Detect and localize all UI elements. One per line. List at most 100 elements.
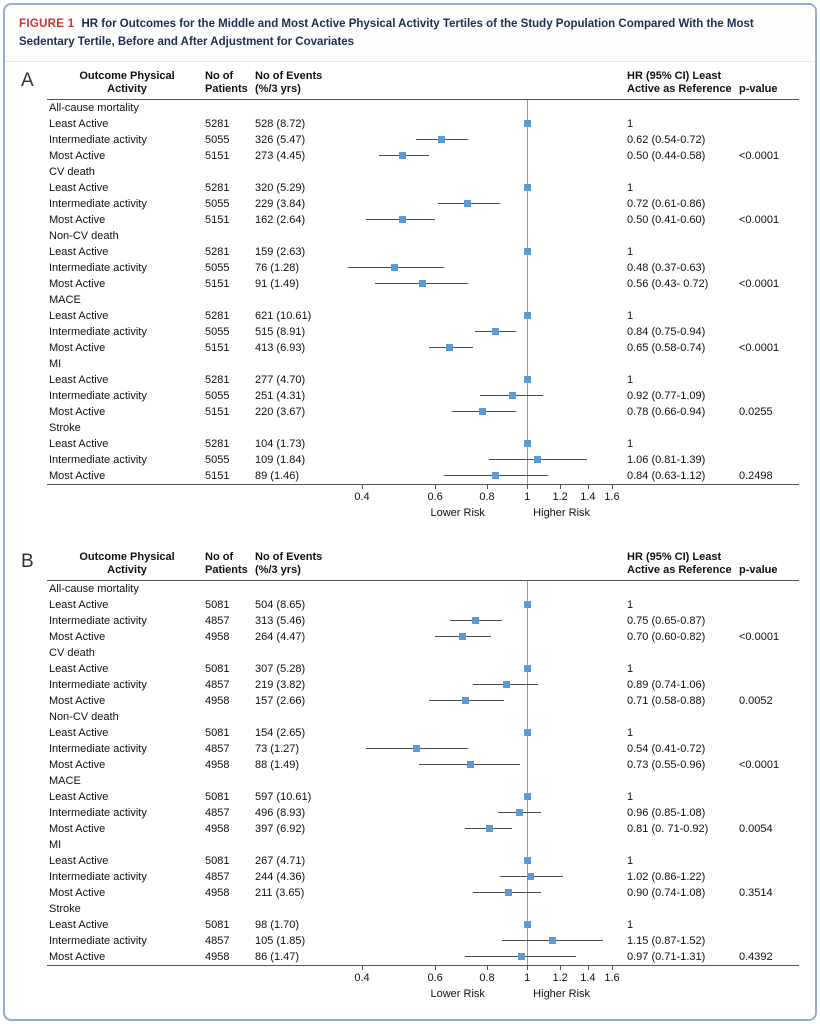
column-header-outcome: Outcome Physical Activity bbox=[47, 70, 205, 96]
hr-value: 0.78 (0.66-0.94) bbox=[627, 405, 706, 418]
forest-row: Most Active 4958 211 (3.65) 0.90 (0.74-1.08… bbox=[47, 885, 799, 901]
events-value: 413 (6.93) bbox=[255, 341, 306, 354]
forest-row: Intermediate activity 5055 76 (1.28) 0.48 (… bbox=[47, 260, 799, 276]
events-value: 157 (2.66) bbox=[255, 694, 306, 707]
hr-value: 0.90 (0.74-1.08) bbox=[627, 886, 706, 899]
forest-row: Most Active 4958 397 (6.92) 0.81 (0. 71-0.9… bbox=[47, 821, 799, 837]
forest-cell bbox=[347, 677, 627, 693]
forest-cell bbox=[347, 757, 627, 773]
forest-row: Intermediate activity 4857 73 (1.27) 0.54 (… bbox=[47, 741, 799, 757]
p-value: 0.0052 bbox=[739, 694, 773, 707]
hr-marker bbox=[471, 617, 479, 625]
header-line: p-value bbox=[739, 82, 778, 95]
patients-value: 5281 bbox=[205, 117, 230, 130]
p-value: 0.0255 bbox=[739, 405, 773, 418]
axis-tick bbox=[560, 484, 562, 489]
hr-marker bbox=[492, 328, 500, 336]
events-value: 219 (3.82) bbox=[255, 678, 306, 691]
axis-tick-label: 1.6 bbox=[604, 490, 620, 503]
events-value: 159 (2.63) bbox=[255, 245, 306, 258]
events-value: 264 (4.47) bbox=[255, 630, 306, 643]
forest-cell bbox=[347, 148, 627, 164]
header-line: Outcome Physical bbox=[79, 69, 175, 82]
hr-marker bbox=[523, 440, 531, 448]
forest-row: Least Active 5281 104 (1.73) 1 bbox=[47, 436, 799, 452]
events-value: 504 (8.65) bbox=[255, 598, 306, 611]
forest-cell bbox=[347, 741, 627, 757]
patients-value: 5055 bbox=[205, 453, 230, 466]
hr-marker bbox=[398, 216, 406, 224]
patients-value: 4958 bbox=[205, 950, 230, 963]
activity-label: Most Active bbox=[49, 213, 106, 226]
group-row: MI bbox=[47, 837, 799, 853]
forest-row: Least Active 5081 98 (1.70) 1 bbox=[47, 917, 799, 933]
hr-marker bbox=[502, 681, 510, 689]
header-line: (%/3 yrs) bbox=[255, 563, 301, 576]
hr-value: 1 bbox=[627, 181, 634, 194]
axis-tick bbox=[435, 965, 437, 970]
group-row: MACE bbox=[47, 292, 799, 308]
column-header-pat: No of Patients bbox=[205, 70, 255, 96]
hr-marker bbox=[391, 264, 399, 272]
axis-tick bbox=[487, 965, 488, 970]
events-value: 267 (4.71) bbox=[255, 854, 306, 867]
forest-row: Least Active 5081 154 (2.65) 1 bbox=[47, 725, 799, 741]
activity-label: Most Active bbox=[49, 149, 106, 162]
patients-value: 5081 bbox=[205, 598, 230, 611]
hr-marker bbox=[478, 408, 486, 416]
activity-label: Least Active bbox=[49, 245, 109, 258]
axis-tick-label: 0.6 bbox=[427, 971, 443, 984]
hr-marker bbox=[464, 200, 472, 208]
hr-value: 0.96 (0.85-1.08) bbox=[627, 806, 706, 819]
header-line: Outcome Physical bbox=[79, 550, 175, 563]
activity-label: Most Active bbox=[49, 758, 106, 771]
forest-row: Intermediate activity 4857 496 (8.93) 0.96 … bbox=[47, 805, 799, 821]
header-line: HR (95% CI) Least bbox=[627, 69, 722, 82]
forest-row: Most Active 5151 413 (6.93) 0.65 (0.58-0.74… bbox=[47, 340, 799, 356]
header-line: Activity bbox=[107, 82, 147, 95]
activity-label: Least Active bbox=[49, 726, 109, 739]
activity-label: Intermediate activity bbox=[49, 678, 147, 691]
patients-value: 4857 bbox=[205, 806, 230, 819]
header-line: Activity bbox=[107, 563, 147, 576]
hr-value: 1 bbox=[627, 309, 634, 322]
risk-labels: Lower Risk Higher Risk bbox=[47, 506, 799, 521]
activity-label: Least Active bbox=[49, 117, 109, 130]
activity-label: Most Active bbox=[49, 950, 106, 963]
patients-value: 5151 bbox=[205, 405, 230, 418]
patients-value: 5055 bbox=[205, 261, 230, 274]
hr-value: 0.71 (0.58-0.88) bbox=[627, 694, 706, 707]
hr-marker bbox=[523, 120, 531, 128]
hr-marker bbox=[523, 857, 531, 865]
header-line: Active as Reference bbox=[627, 82, 732, 95]
activity-label: Intermediate activity bbox=[49, 453, 147, 466]
activity-label: Most Active bbox=[49, 694, 106, 707]
hr-marker bbox=[527, 873, 535, 881]
panel-a: A Outcome Physical Activity No of Patients No… bbox=[17, 70, 815, 521]
outcome-group-label: All-cause mortality bbox=[49, 582, 139, 595]
events-value: 105 (1.85) bbox=[255, 934, 306, 947]
group-row: CV death bbox=[47, 645, 799, 661]
hr-marker bbox=[518, 953, 526, 961]
activity-label: Intermediate activity bbox=[49, 870, 147, 883]
activity-label: Least Active bbox=[49, 181, 109, 194]
events-value: 154 (2.65) bbox=[255, 726, 306, 739]
forest-cell bbox=[347, 276, 627, 292]
patients-value: 5081 bbox=[205, 726, 230, 739]
events-value: 528 (8.72) bbox=[255, 117, 306, 130]
header-line: Patients bbox=[205, 563, 248, 576]
column-headers: Outcome Physical Activity No of Patients No … bbox=[47, 551, 799, 580]
hr-marker bbox=[466, 761, 474, 769]
p-value: 0.4392 bbox=[739, 950, 773, 963]
events-value: 104 (1.73) bbox=[255, 437, 306, 450]
patients-value: 5281 bbox=[205, 309, 230, 322]
forest-cell bbox=[347, 725, 627, 741]
forest-cell bbox=[347, 805, 627, 821]
hr-marker bbox=[523, 665, 531, 673]
events-value: 313 (5.46) bbox=[255, 614, 306, 627]
hr-marker bbox=[523, 921, 531, 929]
column-header-hr: HR (95% CI) Least Active as Reference bbox=[627, 551, 739, 577]
header-line: (%/3 yrs) bbox=[255, 82, 301, 95]
p-value: 0.2498 bbox=[739, 469, 773, 482]
figure-body: A Outcome Physical Activity No of Patients No… bbox=[5, 70, 815, 1002]
